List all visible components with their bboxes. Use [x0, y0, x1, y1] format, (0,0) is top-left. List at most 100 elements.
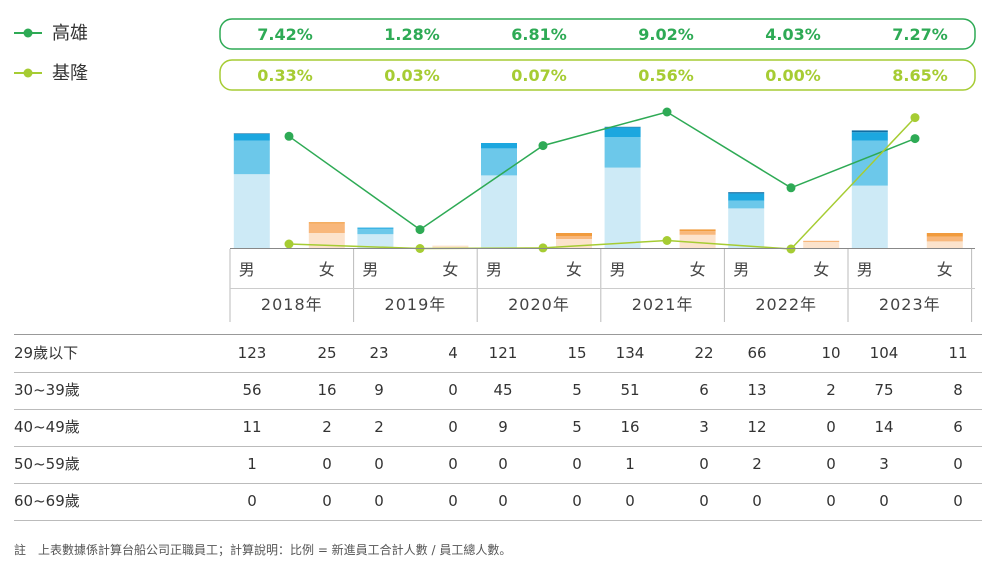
pill-0: [219, 18, 976, 50]
bar-2021年-女-1: [679, 231, 716, 235]
pill-1: [219, 59, 976, 91]
bar-2018年-男-1: [233, 140, 270, 175]
gender-label-male-2: 男: [486, 260, 502, 279]
table-cell-3-8: 2: [752, 455, 762, 473]
bar-2020年-男-1: [481, 148, 517, 176]
table-cell-2-9: 0: [826, 418, 836, 436]
bar-2022年-男-1: [728, 200, 765, 209]
gender-label-male-4: 男: [733, 260, 749, 279]
year-label-1: 2019年: [385, 295, 447, 314]
table-cell-4-11: 0: [953, 492, 963, 510]
pill-value-0-4: 4.03%: [765, 25, 821, 44]
bar-2020年-女-0: [556, 239, 592, 248]
table-cell-2-6: 16: [620, 418, 639, 436]
table-cell-4-1: 0: [322, 492, 332, 510]
table-cell-3-11: 0: [953, 455, 963, 473]
legend-label-1: 基隆: [52, 63, 88, 84]
series-point-0-2: [538, 141, 548, 151]
table-cell-2-0: 11: [242, 418, 261, 436]
bar-2022年-女-0: [803, 242, 840, 248]
bar-2022年-男-0: [728, 208, 765, 248]
table-cell-3-2: 0: [374, 455, 384, 473]
table-cell-1-0: 56: [242, 381, 261, 399]
table-cell-2-11: 6: [953, 418, 963, 436]
series-point-1-0: [284, 239, 294, 249]
table-cell-1-1: 16: [317, 381, 336, 399]
table-row-label-2: 40~49歲: [14, 418, 80, 436]
gender-label-male-3: 男: [610, 260, 626, 279]
table-row-label-4: 60~69歲: [14, 492, 80, 510]
series-line-0: [288, 111, 916, 231]
table-cell-2-1: 2: [322, 418, 332, 436]
series-point-0-4: [786, 183, 796, 193]
bar-2022年-女-1: [803, 240, 840, 242]
bar-2019年-男-2: [357, 227, 394, 229]
legend-label-0: 高雄: [52, 23, 88, 44]
table-cell-4-8: 0: [752, 492, 762, 510]
table-cell-4-9: 0: [826, 492, 836, 510]
table-cell-1-4: 45: [493, 381, 512, 399]
pill-value-1-4: 0.00%: [765, 66, 821, 85]
gender-label-female-5: 女: [937, 260, 953, 279]
bar-2021年-男-3: [604, 126, 641, 128]
table-cell-3-4: 0: [498, 455, 508, 473]
gender-label-male-5: 男: [857, 260, 873, 279]
bar-2023年-男-3: [851, 130, 888, 133]
gender-label-male-0: 男: [239, 260, 255, 279]
year-label-4: 2022年: [755, 295, 817, 314]
gender-label-female-0: 女: [319, 260, 335, 279]
series-point-1-2: [538, 243, 548, 253]
table-cell-2-3: 0: [448, 418, 458, 436]
pill-value-0-3: 9.02%: [638, 25, 694, 44]
table-cell-4-2: 0: [374, 492, 384, 510]
table-cell-3-3: 0: [448, 455, 458, 473]
table-cell-0-6: 134: [616, 344, 645, 362]
bar-2020年-男-2: [481, 143, 517, 149]
gender-label-female-3: 女: [690, 260, 706, 279]
table-cell-0-9: 10: [821, 344, 840, 362]
bar-2018年-男-3: [233, 133, 270, 134]
pill-value-0-0: 7.42%: [257, 25, 313, 44]
table-cell-4-3: 0: [448, 492, 458, 510]
bar-2023年-女-1: [926, 236, 963, 242]
table-cell-1-9: 2: [826, 381, 836, 399]
table-cell-4-4: 0: [498, 492, 508, 510]
bar-2021年-女-2: [679, 229, 716, 232]
table-cell-2-10: 14: [874, 418, 893, 436]
table-cell-0-7: 22: [694, 344, 713, 362]
table-row-label-3: 50~59歲: [14, 455, 80, 473]
table-cell-0-11: 11: [948, 344, 967, 362]
table-cell-0-2: 23: [369, 344, 388, 362]
pill-value-0-5: 7.27%: [892, 25, 948, 44]
bar-2020年-女-2: [556, 233, 592, 236]
table-cell-1-8: 13: [747, 381, 766, 399]
table-cell-2-2: 2: [374, 418, 384, 436]
bar-2021年-男-2: [604, 127, 641, 137]
bar-2023年-女-0: [926, 241, 963, 248]
bar-2021年-女-0: [679, 234, 716, 248]
table-cell-2-4: 9: [498, 418, 508, 436]
gender-label-male-1: 男: [362, 260, 378, 279]
gender-label-female-2: 女: [566, 260, 582, 279]
bar-2018年-男-0: [233, 174, 270, 248]
table-cell-3-7: 0: [699, 455, 709, 473]
pill-value-1-5: 8.65%: [892, 66, 948, 85]
table-cell-1-5: 5: [572, 381, 582, 399]
year-label-3: 2021年: [632, 295, 694, 314]
table-cell-0-10: 104: [870, 344, 899, 362]
table-cell-1-2: 9: [374, 381, 384, 399]
table-cell-0-5: 15: [567, 344, 586, 362]
year-label-5: 2023年: [879, 295, 941, 314]
gender-label-female-4: 女: [813, 260, 829, 279]
year-label-2: 2020年: [508, 295, 570, 314]
table-cell-2-5: 5: [572, 418, 582, 436]
bar-2020年-男-0: [481, 175, 517, 248]
footnote: 註 上表數據係計算台船公司正職員工；計算說明：比例 = 新進員工合計人數 / 員…: [14, 542, 511, 557]
table-cell-1-7: 6: [699, 381, 709, 399]
legend-marker-1: [23, 68, 33, 78]
table-cell-3-10: 3: [879, 455, 889, 473]
table-cell-3-0: 1: [247, 455, 257, 473]
pill-value-1-0: 0.33%: [257, 66, 313, 85]
series-point-0-0: [284, 131, 294, 141]
